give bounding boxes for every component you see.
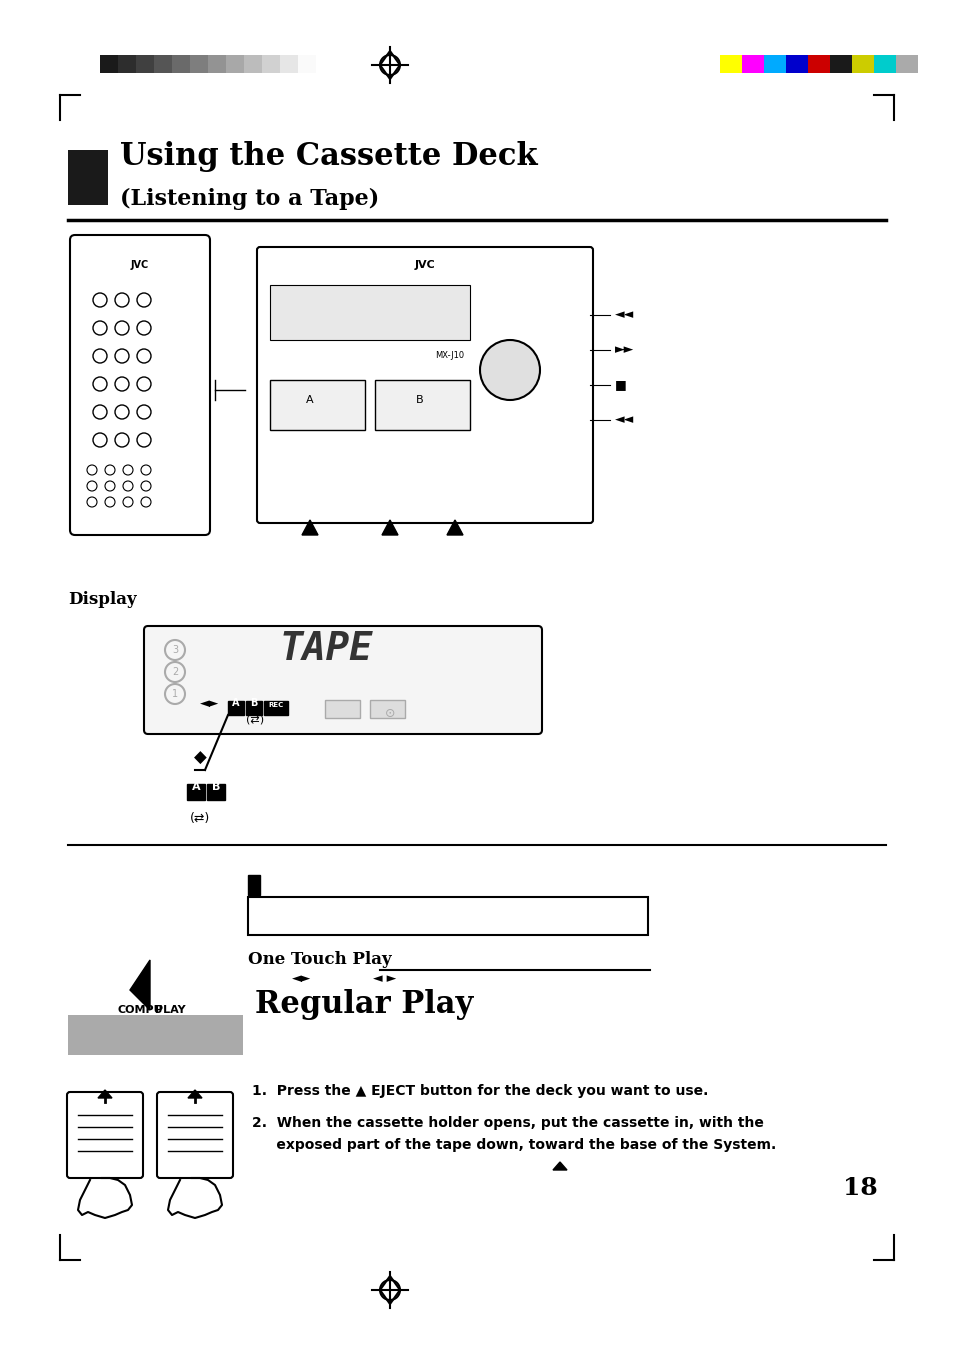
Bar bbox=[785, 55, 807, 73]
Text: B: B bbox=[250, 698, 257, 708]
Bar bbox=[172, 55, 190, 73]
Bar bbox=[68, 1015, 243, 1055]
Text: JVC: JVC bbox=[415, 260, 435, 270]
Text: (⇄): (⇄) bbox=[246, 715, 264, 725]
Polygon shape bbox=[188, 1090, 202, 1098]
Bar bbox=[270, 285, 470, 339]
Polygon shape bbox=[447, 521, 462, 535]
Text: COMPU: COMPU bbox=[117, 1005, 163, 1015]
Bar bbox=[68, 150, 108, 206]
Bar bbox=[720, 55, 741, 73]
Bar bbox=[118, 55, 136, 73]
Bar bbox=[100, 55, 118, 73]
Bar bbox=[280, 55, 297, 73]
Circle shape bbox=[479, 339, 539, 400]
Text: One Touch Play: One Touch Play bbox=[248, 950, 392, 968]
Bar bbox=[370, 700, 405, 718]
Text: A: A bbox=[192, 781, 200, 792]
Text: 3: 3 bbox=[172, 645, 178, 654]
Text: REC: REC bbox=[268, 702, 283, 708]
Bar bbox=[244, 55, 262, 73]
Bar bbox=[136, 55, 153, 73]
Bar bbox=[873, 55, 895, 73]
Bar bbox=[325, 700, 359, 718]
Bar bbox=[228, 700, 244, 715]
Text: PLAY: PLAY bbox=[154, 1005, 186, 1015]
Polygon shape bbox=[553, 1161, 566, 1169]
Bar bbox=[807, 55, 829, 73]
Polygon shape bbox=[381, 521, 397, 535]
Text: ◄►: ◄► bbox=[292, 972, 312, 986]
Bar bbox=[741, 55, 763, 73]
Bar bbox=[248, 896, 647, 936]
Text: exposed part of the tape down, toward the base of the System.: exposed part of the tape down, toward th… bbox=[252, 1138, 776, 1152]
Text: Using the Cassette Deck: Using the Cassette Deck bbox=[120, 141, 537, 172]
Bar bbox=[207, 784, 225, 800]
Bar bbox=[248, 875, 260, 895]
Bar bbox=[190, 55, 208, 73]
Text: A: A bbox=[232, 698, 239, 708]
Bar bbox=[270, 380, 365, 430]
Bar bbox=[829, 55, 851, 73]
Text: TAPE: TAPE bbox=[280, 630, 374, 668]
Text: B: B bbox=[416, 395, 423, 406]
Text: Display: Display bbox=[68, 591, 136, 608]
FancyBboxPatch shape bbox=[256, 247, 593, 523]
Bar bbox=[262, 55, 280, 73]
Text: MX-J10: MX-J10 bbox=[435, 352, 464, 360]
Polygon shape bbox=[98, 1090, 112, 1098]
FancyBboxPatch shape bbox=[144, 626, 541, 734]
Text: 2.  When the cassette holder opens, put the cassette in, with the: 2. When the cassette holder opens, put t… bbox=[252, 1115, 763, 1130]
Text: 1.  Press the ▲ EJECT button for the deck you want to use.: 1. Press the ▲ EJECT button for the deck… bbox=[252, 1084, 708, 1098]
Bar bbox=[895, 55, 917, 73]
Text: ⊙: ⊙ bbox=[384, 707, 395, 721]
Text: ◄ ►: ◄ ► bbox=[373, 972, 396, 986]
Text: ►►: ►► bbox=[615, 343, 634, 357]
Text: 2: 2 bbox=[172, 667, 178, 677]
Bar bbox=[763, 55, 785, 73]
Bar bbox=[187, 784, 205, 800]
Text: JVC: JVC bbox=[131, 260, 149, 270]
Bar bbox=[297, 55, 315, 73]
Text: B: B bbox=[212, 781, 220, 792]
Text: (⇄): (⇄) bbox=[190, 813, 210, 825]
Text: 1: 1 bbox=[172, 690, 178, 699]
Text: Regular Play: Regular Play bbox=[254, 990, 473, 1019]
Polygon shape bbox=[130, 960, 150, 1010]
FancyBboxPatch shape bbox=[157, 1092, 233, 1178]
Text: (Listening to a Tape): (Listening to a Tape) bbox=[120, 188, 379, 210]
Bar bbox=[264, 700, 288, 715]
FancyBboxPatch shape bbox=[70, 235, 210, 535]
Bar bbox=[226, 55, 244, 73]
FancyBboxPatch shape bbox=[67, 1092, 143, 1178]
Text: ◄►: ◄► bbox=[200, 698, 219, 710]
Bar bbox=[851, 55, 873, 73]
Text: ◄◄: ◄◄ bbox=[615, 414, 634, 426]
Bar bbox=[153, 55, 172, 73]
Text: ◄◄: ◄◄ bbox=[615, 308, 634, 322]
Bar bbox=[375, 380, 470, 430]
Bar bbox=[246, 700, 262, 715]
Text: A: A bbox=[306, 395, 314, 406]
Polygon shape bbox=[302, 521, 317, 535]
Bar bbox=[208, 55, 226, 73]
Text: ■: ■ bbox=[615, 379, 626, 392]
Text: ◆: ◆ bbox=[193, 749, 206, 767]
Text: 18: 18 bbox=[841, 1176, 877, 1201]
